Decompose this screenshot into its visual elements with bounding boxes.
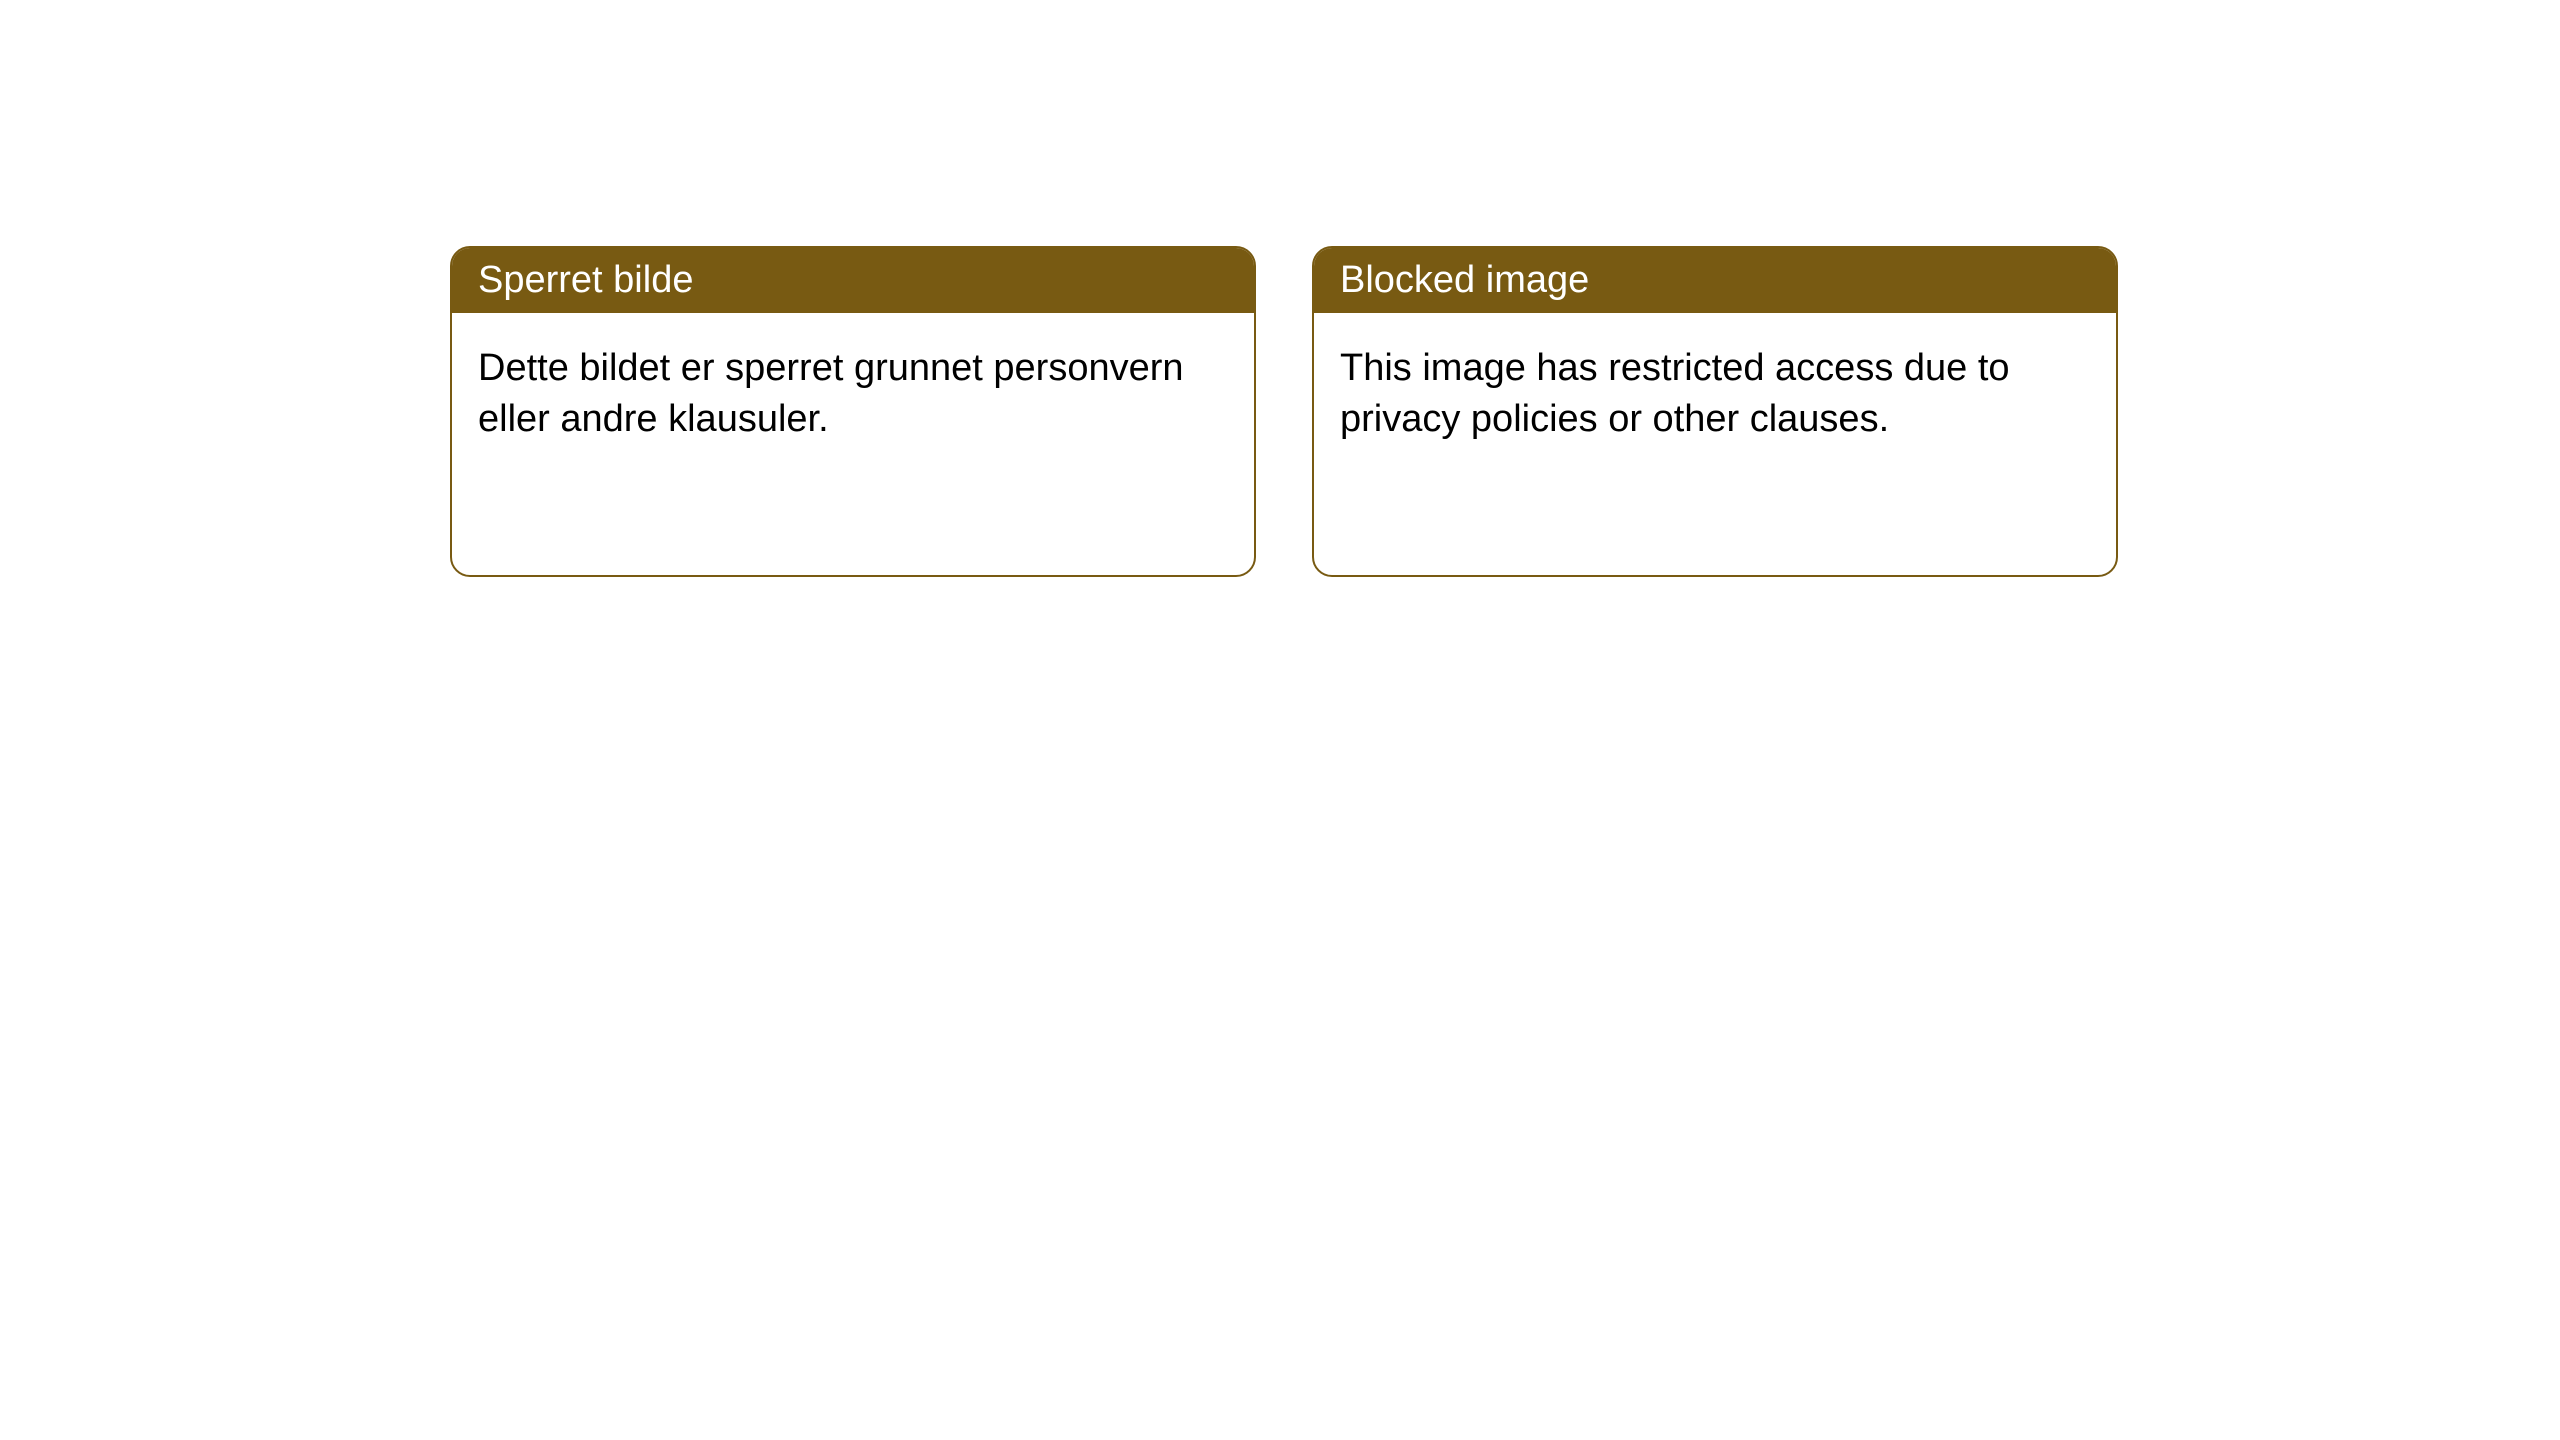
notice-card-norwegian: Sperret bilde Dette bildet er sperret gr… <box>450 246 1256 577</box>
notice-body: This image has restricted access due to … <box>1314 313 2116 476</box>
notice-title: Blocked image <box>1314 248 2116 313</box>
notice-card-english: Blocked image This image has restricted … <box>1312 246 2118 577</box>
notice-container: Sperret bilde Dette bildet er sperret gr… <box>0 0 2560 577</box>
notice-title: Sperret bilde <box>452 248 1254 313</box>
notice-body: Dette bildet er sperret grunnet personve… <box>452 313 1254 476</box>
